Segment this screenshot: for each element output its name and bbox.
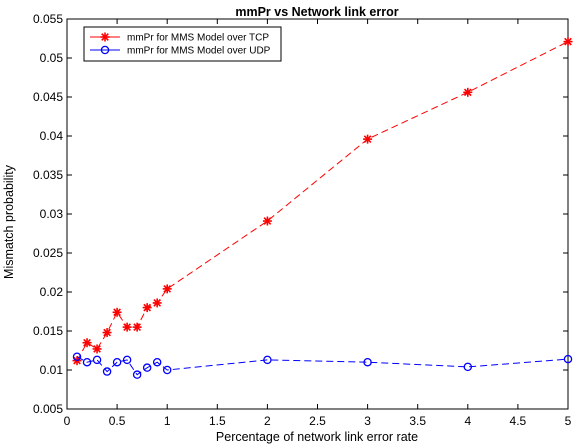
- x-tick-label: 1: [164, 414, 171, 428]
- y-tick-label: 0.04: [40, 129, 64, 143]
- data-point-2: [82, 357, 92, 367]
- data-point-1: [112, 307, 122, 317]
- x-tick-label: 1.5: [209, 414, 226, 428]
- data-point-2: [263, 355, 272, 365]
- x-axis-title: Percentage of network link error rate: [216, 430, 418, 444]
- data-point-1: [152, 298, 162, 308]
- axes-box: [66, 18, 569, 410]
- legend-label-2: mmPr for MMS Model over UDP: [127, 46, 271, 57]
- data-point-2: [152, 357, 162, 367]
- y-tick-label: 0.01: [40, 363, 64, 377]
- data-point-1: [92, 344, 102, 354]
- data-point-2: [112, 357, 122, 367]
- data-point-1: [463, 87, 473, 97]
- y-tick-label: 0.025: [33, 246, 63, 260]
- y-tick-label: 0.055: [33, 12, 63, 26]
- legend-marker-1: [100, 32, 110, 42]
- data-point-1: [262, 216, 272, 226]
- legend-label-1: mmPr for MMS Model over TCP: [127, 33, 269, 44]
- data-point-2: [463, 362, 473, 372]
- x-tick-label: 2.5: [309, 414, 326, 428]
- x-tick-label: 3.5: [409, 414, 426, 428]
- data-point-1: [102, 328, 112, 338]
- data-point-2: [122, 355, 132, 365]
- data-point-1: [82, 338, 92, 348]
- y-tick-label: 0.015: [33, 324, 63, 338]
- x-tick-label: 4: [464, 414, 471, 428]
- data-point-2: [92, 355, 102, 365]
- x-tick-label: 5: [565, 414, 572, 428]
- data-point-2: [142, 363, 152, 372]
- x-tick-label: 0.5: [109, 414, 126, 428]
- data-point-1: [363, 134, 373, 144]
- data-point-2: [363, 357, 372, 367]
- y-tick-label: 0.03: [40, 207, 64, 221]
- x-tick-label: 4.5: [510, 414, 527, 428]
- series-line-1: [76, 41, 569, 361]
- data-point-1: [142, 303, 152, 313]
- data-point-2: [162, 365, 172, 375]
- data-point-2: [102, 367, 112, 376]
- x-tick-label: 0: [64, 414, 71, 428]
- data-point-2: [563, 354, 573, 364]
- y-tick-label: 0.035: [33, 168, 63, 182]
- plot-area: 0 0.5 1 1.5 2 2.5 3 3.5 4 4.5 5 0.005 0.01 0.015 0.02 0…: [33, 12, 573, 428]
- series-line-2: [76, 356, 569, 376]
- legend-box: [83, 26, 282, 62]
- y-axis-title: Mismatch probability: [2, 164, 16, 279]
- chart-title: mmPr vs Network link error: [235, 5, 398, 19]
- data-point-1: [563, 37, 573, 47]
- x-tick-label: 2: [264, 414, 271, 428]
- y-tick-label: 0.045: [33, 90, 63, 104]
- data-point-1: [132, 322, 142, 332]
- y-tick-label: 0.005: [33, 402, 63, 416]
- y-tick-label: 0.02: [40, 285, 64, 299]
- data-point-2: [72, 352, 82, 361]
- x-tick-label: 3: [364, 414, 371, 428]
- data-point-2: [132, 370, 142, 379]
- y-tick-label: 0.05: [40, 51, 64, 65]
- data-point-1: [122, 322, 132, 332]
- legend-marker-2: [100, 45, 110, 55]
- legend: mmPr for MMS Model over TCP mmPr for MMS …: [83, 26, 282, 62]
- data-point-1: [162, 284, 172, 294]
